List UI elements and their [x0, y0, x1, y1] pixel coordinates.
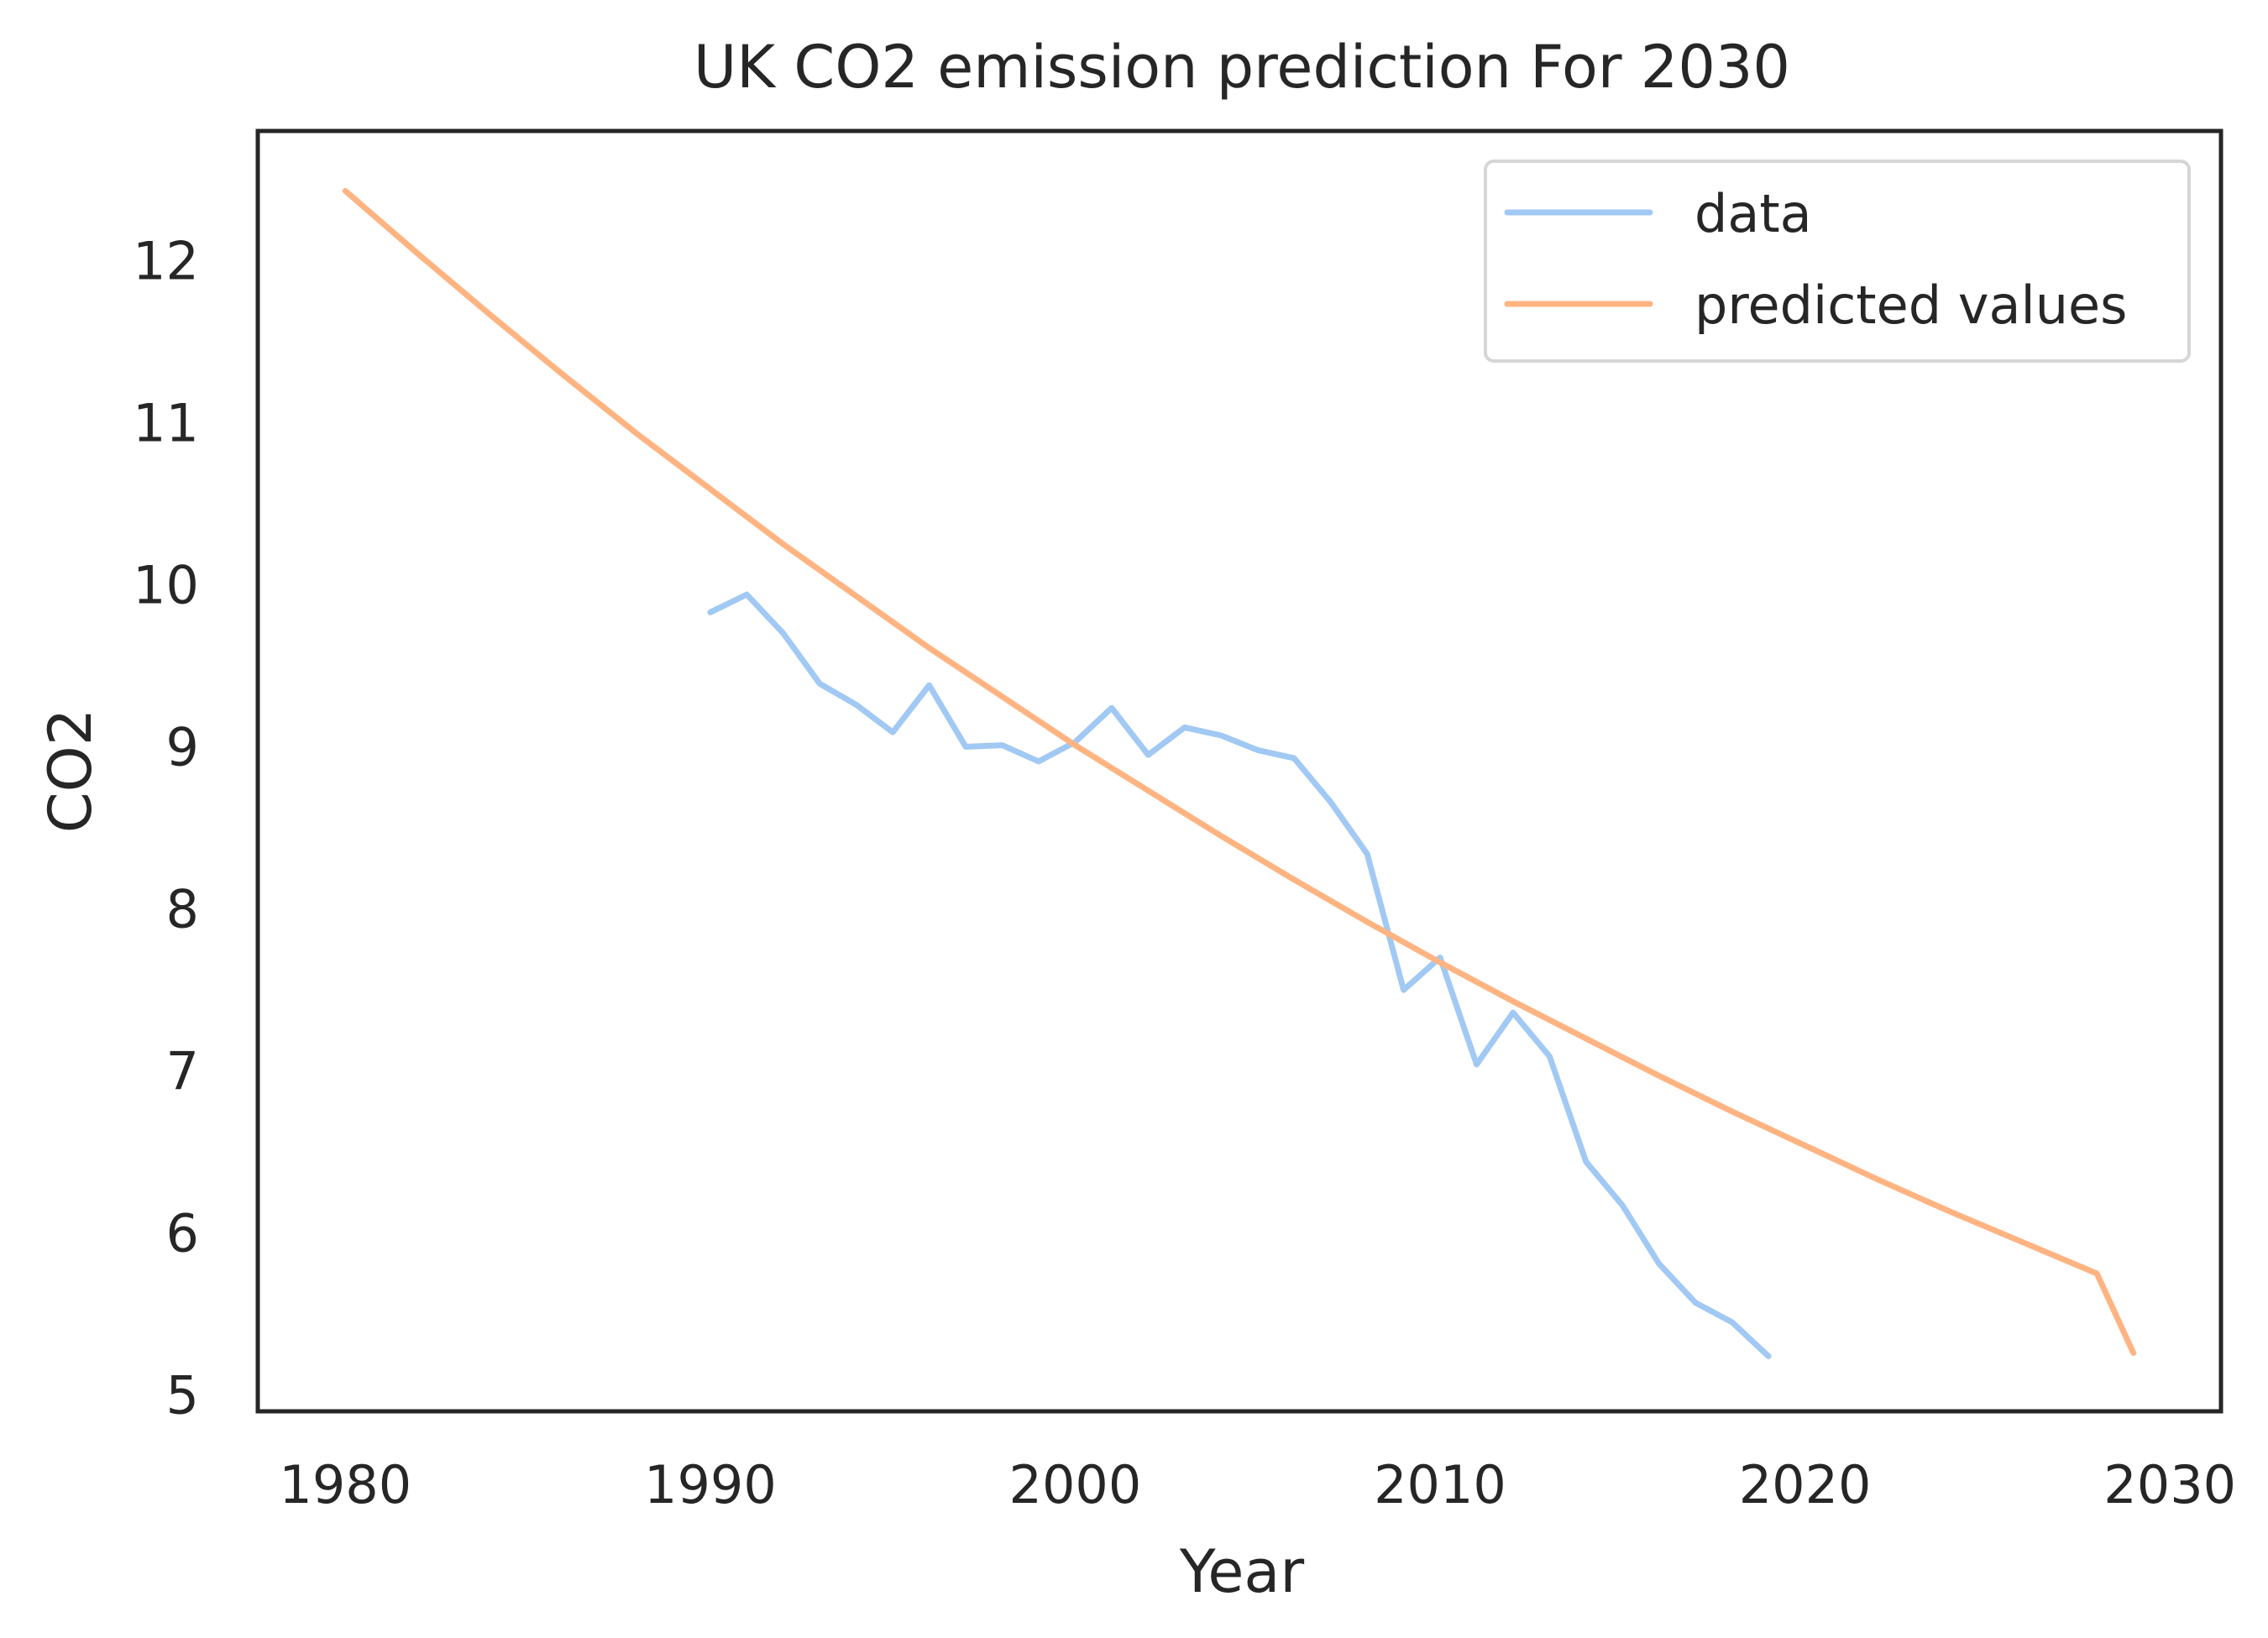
x-tick-label: 1980: [279, 1454, 411, 1515]
chart-title: UK CO2 emission prediction For 2030: [694, 33, 1790, 102]
y-tick-label: 6: [166, 1203, 199, 1264]
y-tick-label: 9: [166, 717, 199, 778]
y-tick-label: 10: [133, 555, 199, 616]
legend: data predicted values: [1484, 160, 2191, 363]
x-tick-label: 2030: [2103, 1454, 2236, 1515]
x-tick-label: 1990: [644, 1454, 777, 1515]
x-axis-label: Year: [1179, 1537, 1304, 1606]
y-tick-label: 8: [166, 879, 199, 940]
series-layer: [342, 187, 2137, 1359]
legend-label-predicted-values: predicted values: [1694, 275, 2127, 336]
series-line-predicted-values: [342, 187, 2137, 1356]
y-tick-label: 5: [166, 1365, 199, 1426]
y-tick-label: 12: [133, 230, 199, 291]
legend-frame: [1484, 160, 2191, 363]
tick-labels: 1980 1990 2000 2010 2020 2030 5 6 7 8 9 10 11 12: [133, 230, 2236, 1515]
series-line-data: [707, 591, 1772, 1359]
legend-label-data: data: [1694, 183, 1812, 244]
y-tick-label: 7: [166, 1041, 199, 1102]
x-tick-label: 2020: [1739, 1454, 1872, 1515]
y-tick-label: 11: [133, 393, 199, 454]
plot-frame: [255, 128, 2223, 1414]
x-tick-label: 2010: [1374, 1454, 1506, 1515]
y-axis-label: CO2: [36, 709, 105, 834]
x-tick-label: 2000: [1009, 1454, 1142, 1515]
